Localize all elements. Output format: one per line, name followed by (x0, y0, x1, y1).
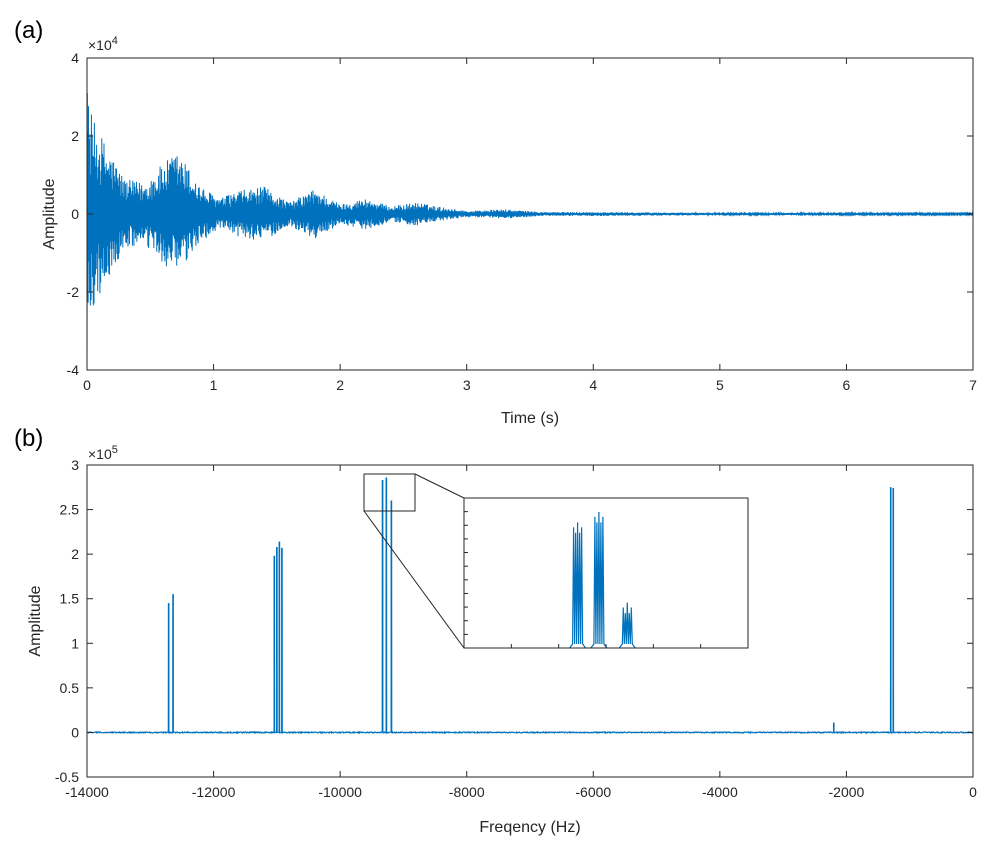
chart-b-x-tick-label: -14000 (65, 784, 109, 800)
chart-a-series-line (86, 93, 974, 367)
chart-a: 0 1 2 3 4 5 6 7 -4 -2 0 2 4 Time (s) Amplitude ×104 (41, 35, 977, 427)
chart-a-x-tick-label: 6 (843, 377, 851, 393)
chart-b-y-axis-label: Amplitude (27, 585, 44, 656)
chart-a-y-tick-label: 2 (71, 128, 79, 144)
chart-b-y-tick-label: 2 (71, 546, 79, 562)
chart-a-y-exponent: ×104 (88, 35, 118, 53)
zoom-region-box (363, 473, 416, 512)
chart-b-axes-box (86, 464, 974, 778)
chart-b-y-tick-label: 2.5 (60, 502, 80, 518)
chart-b-y-tick-label: -0.5 (55, 769, 79, 785)
chart-b-y-tick-label: 1 (71, 635, 79, 651)
chart-b-y-tick-label: 3 (71, 457, 79, 473)
chart-a-y-axis-label: Amplitude (41, 178, 58, 249)
inset-peak (569, 522, 587, 649)
inset-series-line (569, 511, 636, 649)
panel-b-label: (b) (14, 425, 43, 452)
chart-b: -14000 -12000 -10000 -8000 -6000 -4000 -2000 0 … (27, 444, 977, 836)
chart-b-x-tick-label: 0 (969, 784, 977, 800)
chart-b-spectrum-path (86, 477, 974, 735)
chart-a-x-tick-label: 1 (210, 377, 218, 393)
chart-b-x-axis-label: Freqency (Hz) (479, 819, 580, 836)
chart-a-x-tick-label: 2 (336, 377, 344, 393)
chart-a-x-tick-label: 4 (589, 377, 597, 393)
chart-b-x-tick-label: -10000 (318, 784, 362, 800)
chart-b-x-tick-label: -4000 (702, 784, 738, 800)
chart-b-y-tick-label: 0 (71, 724, 79, 740)
chart-a-x-tick-label: 3 (463, 377, 471, 393)
chart-a-y-tick-label: -2 (67, 284, 80, 300)
chart-b-y-tick-label: 0.5 (60, 680, 80, 696)
panel-a-label: (a) (14, 17, 43, 44)
inset-chart (463, 497, 749, 649)
chart-b-x-tick-label: -12000 (192, 784, 236, 800)
chart-b-x-tick-label: -8000 (449, 784, 485, 800)
inset-peak (590, 511, 608, 649)
zoom-connector-bottom (363, 510, 465, 649)
chart-b-y-tick-label: 1.5 (60, 591, 80, 607)
chart-a-y-tick-label: 4 (71, 50, 79, 66)
chart-a-y-tick-label: 0 (71, 206, 79, 222)
chart-a-signal-path (86, 93, 974, 367)
chart-a-x-tick-label: 7 (969, 377, 977, 393)
chart-b-x-tick-label: -6000 (575, 784, 611, 800)
chart-a-x-tick-label: 5 (716, 377, 724, 393)
inset-ticks (464, 511, 702, 648)
chart-a-x-axis-label: Time (s) (501, 410, 559, 427)
chart-b-series-line (86, 477, 974, 735)
inset-peak (618, 602, 636, 649)
chart-a-y-tick-label: -4 (67, 362, 80, 378)
chart-b-x-tick-label: -2000 (829, 784, 865, 800)
zoom-connector-top (414, 473, 465, 499)
chart-a-x-tick-label: 0 (83, 377, 91, 393)
chart-b-y-exponent: ×105 (88, 444, 118, 462)
